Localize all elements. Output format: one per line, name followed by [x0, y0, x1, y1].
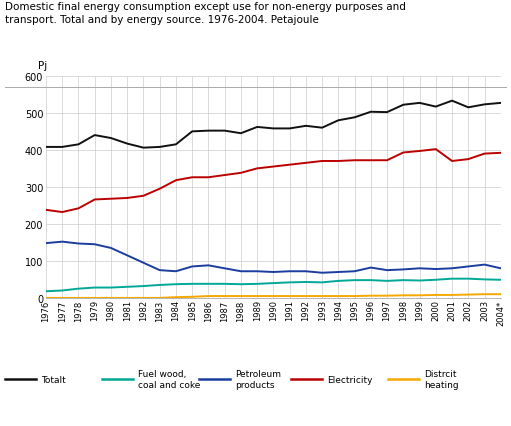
Text: Distrcit
heating: Distrcit heating: [424, 369, 459, 389]
Text: Electricity: Electricity: [327, 374, 373, 384]
Text: Pj: Pj: [38, 61, 47, 71]
Text: Domestic final energy consumption except use for non-energy purposes and
transpo: Domestic final energy consumption except…: [5, 2, 406, 24]
Text: Totalt: Totalt: [41, 374, 65, 384]
Text: Fuel wood,
coal and coke: Fuel wood, coal and coke: [138, 369, 200, 389]
Text: Petroleum
products: Petroleum products: [235, 369, 281, 389]
